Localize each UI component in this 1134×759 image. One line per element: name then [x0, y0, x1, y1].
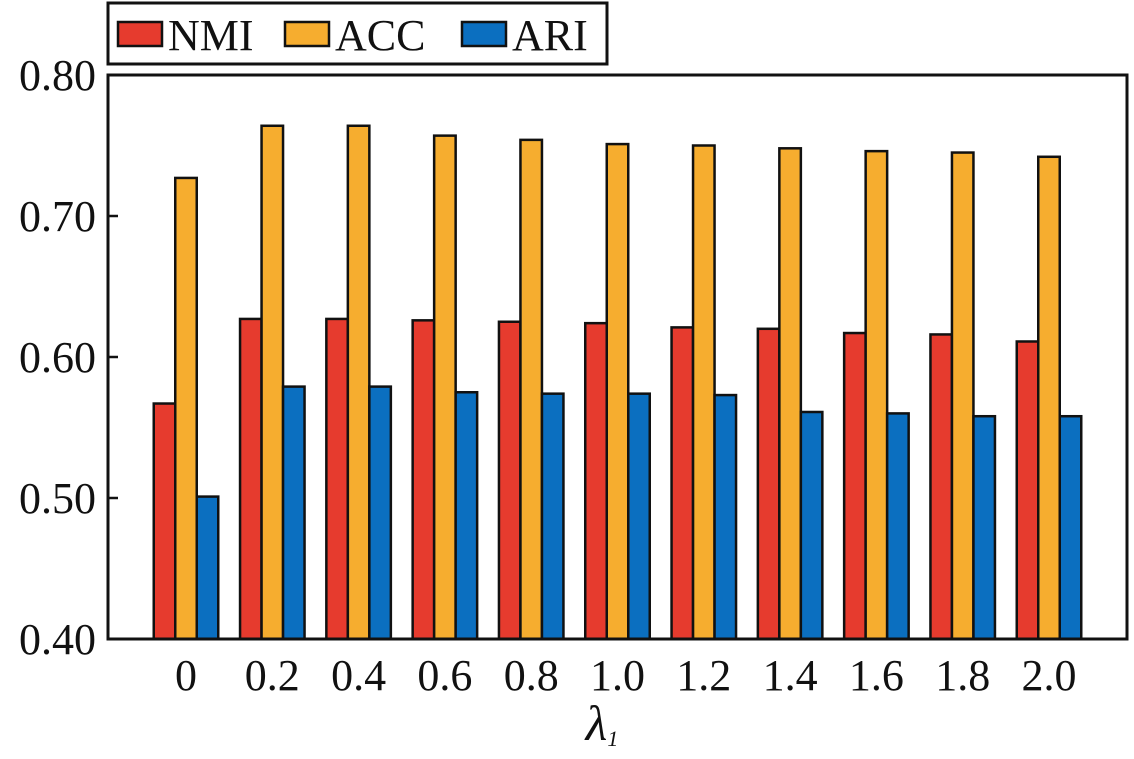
x-tick-label: 0.6	[417, 651, 472, 700]
y-axis: 0.40 0.50 0.60 0.70 0.80	[19, 51, 118, 664]
y-tick-label: 0.60	[19, 333, 96, 382]
y-tick-label: 0.40	[19, 615, 96, 664]
x-tick-label: 1.0	[590, 651, 645, 700]
y-tick-label: 0.70	[19, 192, 96, 241]
bars-layer	[152, 124, 1083, 641]
bar-ari-0.4	[368, 385, 393, 641]
bar-nmi-1.4	[756, 327, 781, 641]
legend-swatch-nmi	[116, 20, 164, 48]
x-tick-label: 0.8	[504, 651, 559, 700]
y-tick-label: 0.80	[19, 51, 96, 100]
x-tick-label: 0.4	[331, 651, 386, 700]
bar-nmi-1.8	[929, 333, 954, 641]
x-tick-label: 1.8	[935, 651, 990, 700]
x-tick-label: 0.2	[245, 651, 300, 700]
bar-ari-0.8	[540, 392, 565, 641]
bar-ari-1.4	[799, 410, 824, 641]
x-tick-label: 2.0	[1022, 651, 1077, 700]
bar-nmi-0.4	[325, 317, 350, 641]
x-axis-label: λ1	[584, 695, 619, 751]
x-axis: 0 0.2 0.4 0.6 0.8 1.0 1.2 1.4 1.6 1.8 2.0	[175, 651, 1077, 700]
bar-nmi-0.6	[411, 319, 436, 641]
bar-acc-0.2	[260, 124, 285, 641]
x-tick-label: 1.6	[849, 651, 904, 700]
legend: NMI ACC ARI	[106, 1, 609, 66]
bar-acc-0.4	[346, 124, 371, 641]
bar-nmi-2.0	[1015, 340, 1040, 641]
bar-acc-0	[174, 176, 198, 641]
bar-acc-1.4	[778, 147, 803, 641]
bar-ari-1.6	[885, 412, 910, 641]
bar-acc-1.0	[605, 142, 630, 641]
legend-frame	[106, 1, 609, 66]
bar-ari-1.2	[713, 393, 738, 641]
bar-nmi-1.6	[842, 331, 867, 641]
bar-ari-0.6	[454, 391, 479, 641]
bar-nmi-1.0	[584, 321, 608, 641]
bar-acc-2.0	[1037, 155, 1061, 641]
bar-nmi-0.2	[238, 317, 263, 641]
x-axis-label-symbol: λ	[584, 695, 608, 751]
legend-label-acc: ACC	[335, 11, 425, 60]
bar-acc-1.8	[950, 151, 975, 641]
bar-acc-1.6	[864, 149, 889, 641]
legend-label-nmi: NMI	[168, 11, 254, 60]
y-tick-label: 0.50	[19, 474, 96, 523]
x-tick-label: 1.4	[763, 651, 818, 700]
legend-label-ari: ARI	[512, 11, 588, 60]
bar-acc-1.2	[691, 144, 716, 641]
bar-acc-0.6	[432, 134, 457, 641]
bar-ari-2.0	[1058, 414, 1083, 641]
bar-nmi-0	[152, 402, 177, 641]
legend-swatch-ari	[460, 20, 508, 48]
x-tick-label: 1.2	[676, 651, 731, 700]
bar-ari-0	[195, 495, 220, 641]
bar-nmi-1.2	[670, 326, 695, 641]
bar-acc-0.8	[519, 138, 544, 641]
x-tick-label: 0	[175, 651, 197, 700]
bar-nmi-0.8	[497, 320, 522, 641]
bar-ari-1.0	[627, 392, 651, 641]
x-axis-label-subscript: 1	[607, 726, 618, 751]
bar-ari-1.8	[972, 414, 997, 641]
bar-ari-0.2	[281, 385, 306, 641]
legend-swatch-acc	[283, 20, 331, 48]
